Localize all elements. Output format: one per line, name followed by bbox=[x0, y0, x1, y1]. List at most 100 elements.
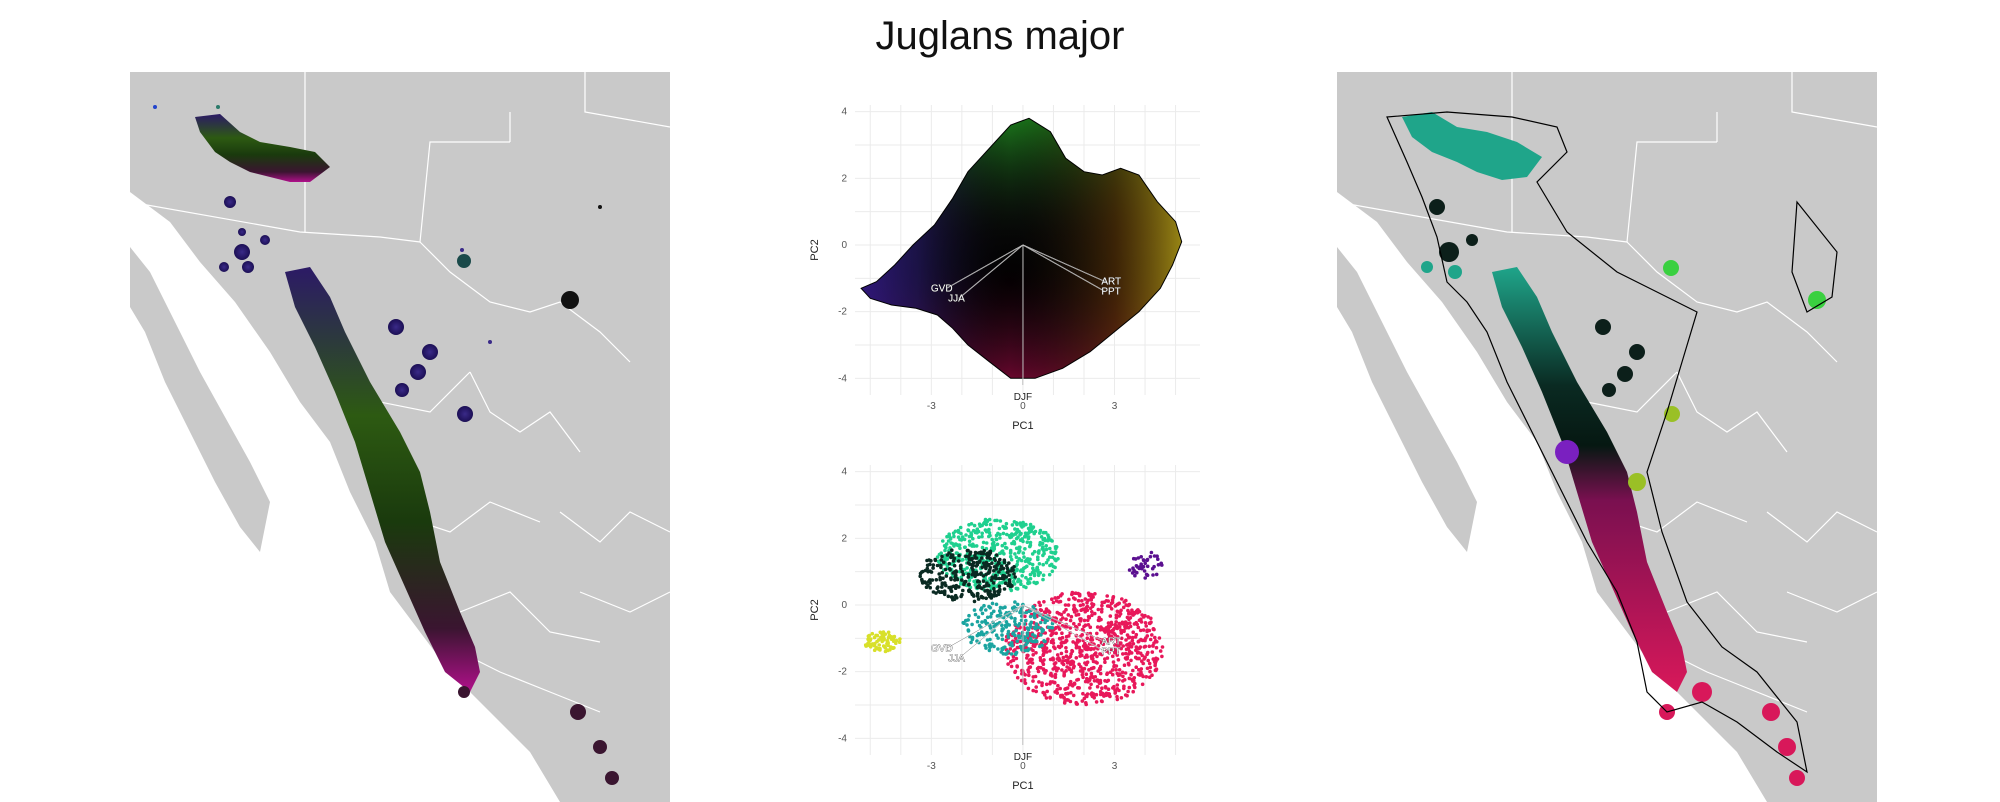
occurrence-point bbox=[1134, 645, 1139, 649]
occurrence-point bbox=[1044, 610, 1048, 614]
loading-label: ART bbox=[1101, 277, 1121, 288]
occurrence-point bbox=[1064, 649, 1069, 654]
occurrence-point bbox=[1086, 614, 1091, 619]
occurrence-point bbox=[1062, 695, 1066, 700]
occurrence-point bbox=[1068, 618, 1073, 623]
occurrence-point bbox=[978, 550, 983, 555]
occurrence-point bbox=[970, 556, 975, 561]
occurrence-point bbox=[980, 556, 984, 560]
occurrence-point bbox=[1072, 681, 1077, 686]
occurrence-point bbox=[1141, 628, 1146, 632]
occurrence-point bbox=[1030, 639, 1035, 644]
occurrence-point bbox=[1011, 658, 1015, 662]
occurrence-point bbox=[1117, 678, 1121, 682]
occurrence-point bbox=[949, 587, 953, 592]
occurrence-point bbox=[1004, 546, 1009, 550]
occurrence-point bbox=[1143, 644, 1148, 649]
occurrence-point bbox=[1038, 620, 1043, 625]
occurrence-point bbox=[1095, 684, 1100, 689]
occurrence-point bbox=[1000, 637, 1005, 642]
occurrence-point bbox=[958, 537, 962, 542]
y-tick-label: 2 bbox=[841, 173, 847, 184]
occurrence-point bbox=[963, 618, 968, 623]
occurrence-point bbox=[1143, 613, 1147, 618]
occurrence-point bbox=[992, 544, 997, 548]
occurrence-point bbox=[1072, 606, 1077, 610]
occurrence-point bbox=[1089, 675, 1093, 679]
occurrence-point bbox=[1136, 556, 1141, 560]
occurrence-point bbox=[982, 603, 986, 608]
occurrence-point bbox=[1015, 602, 1020, 607]
occurrence-point bbox=[1041, 562, 1045, 567]
occurrence-point bbox=[1131, 679, 1135, 683]
occurrence-point bbox=[1032, 625, 1037, 630]
occurrence-point bbox=[1082, 624, 1086, 629]
occurrence-point bbox=[1052, 662, 1057, 666]
occurrence-point bbox=[1045, 689, 1049, 694]
occurrence-point bbox=[975, 572, 980, 577]
occurrence-point bbox=[1013, 552, 1017, 556]
occurrence-point bbox=[967, 554, 971, 559]
occurrence-point bbox=[990, 537, 994, 542]
occurrence-point bbox=[1105, 594, 1109, 598]
occurrence-point bbox=[1080, 649, 1084, 653]
occurrence-point bbox=[985, 615, 990, 620]
occurrence-point bbox=[1145, 564, 1150, 569]
occurrence-point bbox=[1110, 600, 1115, 605]
occurrence-point bbox=[1141, 661, 1145, 666]
occurrence-point bbox=[1053, 672, 1058, 677]
occurrence-point bbox=[1009, 641, 1014, 645]
occurrence-point bbox=[1015, 562, 1019, 567]
occurrence-point bbox=[1125, 615, 1130, 620]
y-tick-label: -2 bbox=[838, 667, 847, 678]
loading-arrow-shadow bbox=[958, 244, 1024, 299]
occurrence-point bbox=[934, 578, 939, 582]
occurrence-point bbox=[1115, 609, 1120, 614]
occurrence-point bbox=[1153, 635, 1157, 640]
occurrence-point bbox=[966, 528, 970, 532]
occurrence-point bbox=[968, 585, 973, 590]
occurrence-point bbox=[1012, 582, 1017, 586]
occurrence-point bbox=[945, 557, 950, 561]
occurrence-point bbox=[1030, 657, 1034, 662]
occurrence-point bbox=[925, 566, 930, 571]
occurrence-point bbox=[1043, 639, 1047, 644]
occurrence-point bbox=[1128, 642, 1132, 647]
occurrence-point bbox=[1083, 646, 1087, 651]
occurrence-point bbox=[868, 637, 873, 641]
occurrence-point bbox=[939, 565, 943, 570]
occurrence-point bbox=[894, 638, 899, 643]
occurrence-point bbox=[1009, 652, 1014, 656]
occurrence-point bbox=[1042, 536, 1047, 541]
occurrence-point bbox=[952, 563, 957, 568]
occurrence-point bbox=[1008, 548, 1013, 553]
occurrence-point bbox=[1133, 685, 1137, 690]
occurrence-point bbox=[1092, 665, 1096, 670]
occurrence-point bbox=[1023, 614, 1027, 619]
occurrence-point bbox=[1082, 618, 1087, 623]
occurrence-point bbox=[943, 581, 947, 585]
occurrence-point bbox=[864, 644, 868, 648]
occurrence-point bbox=[1093, 675, 1098, 679]
occurrence-point bbox=[1073, 641, 1078, 645]
occurrence-point bbox=[942, 556, 947, 561]
occurrence-point bbox=[1042, 600, 1046, 604]
occurrence-point bbox=[1011, 632, 1015, 636]
occurrence-point bbox=[886, 643, 891, 648]
left-climate-map bbox=[130, 72, 670, 802]
occurrence-point bbox=[1049, 550, 1053, 554]
occurrence-point bbox=[1014, 650, 1019, 655]
occurrence-point bbox=[978, 559, 982, 563]
occurrence-point bbox=[1086, 645, 1090, 650]
occurrence-point bbox=[1126, 689, 1130, 694]
occurrence-point bbox=[1041, 577, 1045, 582]
occurrence-point bbox=[1025, 540, 1030, 544]
x-tick-label: 3 bbox=[1112, 761, 1118, 772]
occurrence-point bbox=[1014, 555, 1019, 559]
occurrence-point bbox=[1056, 683, 1060, 688]
occurrence-point bbox=[1037, 680, 1041, 684]
occurrence-point bbox=[962, 580, 967, 585]
occurrence-point bbox=[1152, 554, 1157, 558]
occurrence-point bbox=[966, 572, 971, 577]
